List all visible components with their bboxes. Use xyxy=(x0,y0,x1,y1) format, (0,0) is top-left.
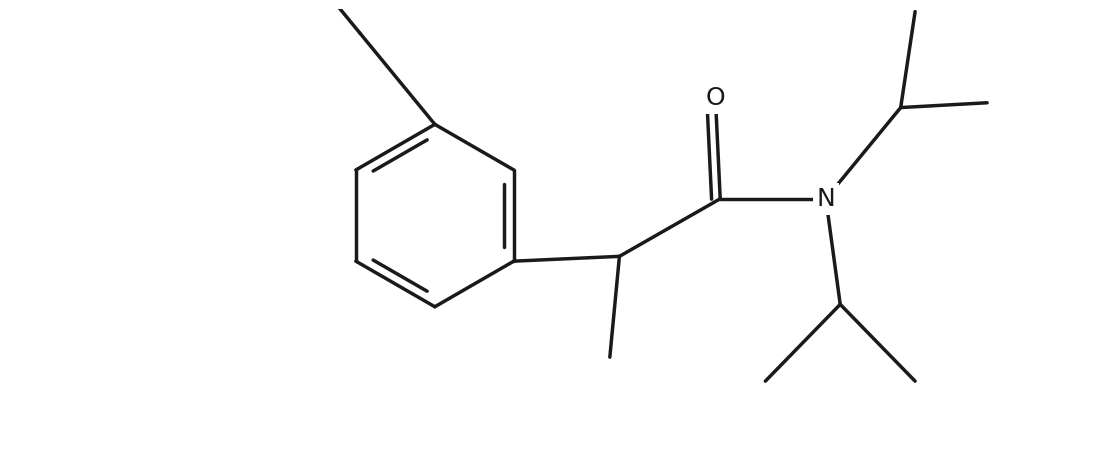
Text: O: O xyxy=(705,86,725,110)
Text: N: N xyxy=(817,187,835,211)
